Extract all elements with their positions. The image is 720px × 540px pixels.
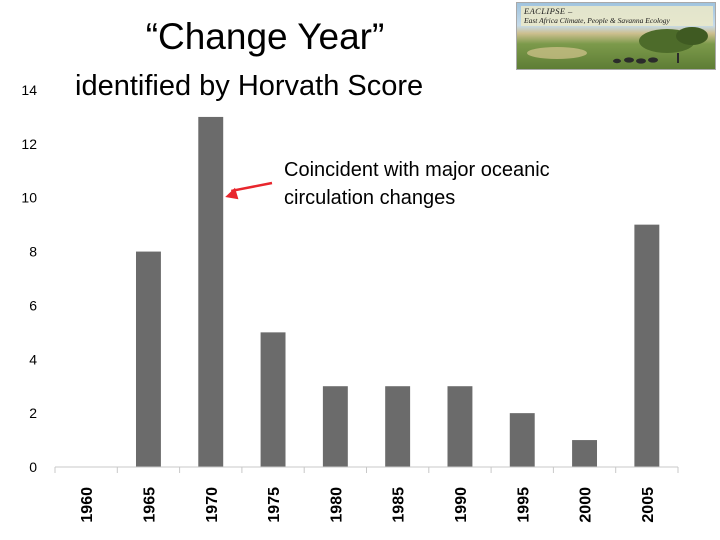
y-tick-label: 8 [29, 244, 37, 260]
savanna-landscape-icon [527, 27, 708, 64]
y-tick-label: 12 [21, 136, 37, 152]
arrow-shaft [230, 181, 273, 193]
bar [198, 116, 224, 467]
x-tick-label: 1975 [266, 487, 283, 523]
eaclipse-logo: EACLIPSE – East Africa Climate, People &… [516, 2, 716, 70]
y-tick-label: 4 [29, 351, 37, 367]
bar [135, 251, 161, 467]
bar [509, 413, 535, 467]
y-tick-label: 14 [21, 82, 37, 98]
bar [260, 332, 286, 467]
x-tick-label: 1985 [391, 487, 408, 523]
chart-title: “Change Year” [145, 16, 385, 57]
bar [447, 386, 473, 467]
bar [322, 386, 348, 467]
y-tick-label: 2 [29, 405, 37, 421]
x-tick-label: 1980 [328, 487, 345, 523]
x-tick-label: 1990 [453, 487, 470, 523]
y-tick-label: 10 [21, 190, 37, 206]
bar [634, 224, 660, 467]
x-tick-label: 1960 [79, 487, 96, 523]
bars-group [135, 116, 660, 467]
bar [572, 440, 598, 467]
y-axis: 0 2 4 6 8 10 12 14 [21, 82, 37, 475]
x-tick-label: 2000 [578, 487, 595, 523]
y-tick-label: 6 [29, 297, 37, 313]
x-tick-label: 2005 [640, 487, 657, 523]
annotation-text: Coincident with major oceanic circulatio… [284, 159, 550, 209]
logo-tagline: East Africa Climate, People & Savanna Ec… [524, 16, 670, 25]
x-tick-label: 1965 [141, 487, 158, 523]
logo-caption: EACLIPSE – East Africa Climate, People &… [521, 6, 713, 26]
x-tick-label: 1970 [204, 487, 221, 523]
bar [385, 386, 411, 467]
y-tick-label: 0 [29, 459, 37, 475]
arrow-head [225, 187, 239, 200]
chart-subtitle: identified by Horvath Score [75, 70, 424, 102]
logo-name: EACLIPSE – [524, 6, 573, 16]
x-axis: 1960 1965 1970 1975 1980 1985 1990 1995 2000 2005 [54, 467, 679, 523]
x-tick-label: 1995 [515, 487, 532, 523]
annotation-arrow [225, 181, 273, 200]
